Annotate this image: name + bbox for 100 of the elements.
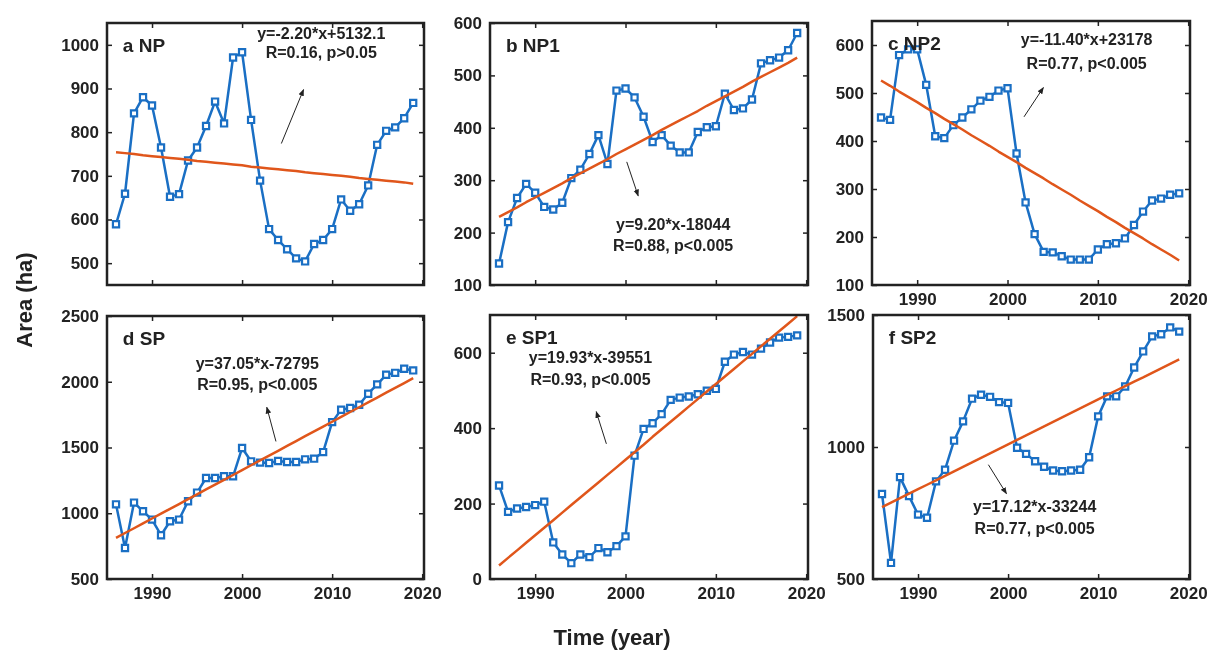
- y-tick-label: 1500: [827, 305, 865, 325]
- point: [264, 458, 274, 468]
- y-tick-label: 2000: [61, 372, 99, 392]
- point: [792, 28, 802, 38]
- point: [922, 513, 932, 522]
- y-tick-label: 100: [835, 275, 864, 295]
- point: [931, 132, 940, 141]
- point: [372, 140, 382, 150]
- point: [711, 122, 721, 131]
- point: [976, 96, 985, 105]
- point: [210, 473, 220, 483]
- y-tick-label: 500: [70, 254, 99, 274]
- y-tick-label: 400: [453, 118, 482, 138]
- point: [1030, 229, 1039, 239]
- point: [192, 143, 202, 152]
- y-tick-label: 500: [835, 83, 864, 103]
- point: [1156, 194, 1166, 203]
- point: [985, 92, 994, 102]
- point: [512, 504, 522, 513]
- y-tick-label: 700: [70, 166, 99, 186]
- point: [363, 181, 373, 190]
- point: [558, 198, 567, 207]
- y-tick-label: 300: [453, 171, 482, 191]
- point: [400, 114, 409, 123]
- point: [549, 205, 558, 214]
- point: [657, 130, 666, 140]
- point: [129, 109, 139, 118]
- point: [603, 548, 612, 557]
- point: [967, 394, 977, 403]
- point: [273, 235, 283, 245]
- y-tick-label: 200: [453, 223, 482, 243]
- point: [201, 121, 211, 131]
- x-tick-label: 2000: [223, 584, 262, 604]
- annotation: R=0.95, p<0.005: [197, 375, 318, 393]
- annotation: y=-2.20*x+5132.1: [257, 24, 386, 42]
- x-tick-label: 1990: [133, 584, 172, 604]
- annotation: y=19.93*x-39551: [528, 348, 653, 366]
- x-tick-label: 2020: [787, 584, 826, 604]
- point: [895, 472, 905, 482]
- point: [219, 119, 229, 128]
- point: [958, 113, 967, 122]
- point: [1093, 412, 1103, 421]
- x-tick-label: 2010: [313, 584, 352, 604]
- x-tick-label: 1990: [899, 584, 938, 604]
- point: [877, 489, 887, 499]
- point: [300, 455, 310, 464]
- point: [1111, 239, 1121, 248]
- point: [783, 46, 793, 55]
- point: [1021, 198, 1030, 207]
- point: [684, 148, 693, 157]
- y-tick-label: 600: [453, 343, 482, 363]
- point: [1084, 255, 1093, 264]
- point: [1147, 332, 1157, 341]
- point: [372, 380, 382, 389]
- point: [1102, 240, 1112, 249]
- text: f SP2: [888, 327, 937, 349]
- point: [327, 224, 337, 234]
- text: c NP2: [887, 33, 941, 55]
- point: [1075, 465, 1085, 474]
- point: [558, 550, 567, 559]
- annotation: R=0.77, p<0.005: [1026, 54, 1147, 72]
- point: [549, 538, 558, 547]
- point: [381, 126, 391, 136]
- point: [738, 347, 748, 357]
- y-axis-title: Area (ha): [12, 252, 37, 348]
- point: [129, 498, 139, 507]
- point: [1057, 467, 1067, 476]
- point: [675, 393, 684, 402]
- y-tick-label: 600: [835, 35, 864, 55]
- point: [675, 148, 684, 157]
- x-tick-label: 1990: [516, 584, 555, 604]
- point: [138, 93, 148, 102]
- point: [738, 104, 748, 113]
- point: [1003, 84, 1012, 93]
- annotation: y=17.12*x-33244: [973, 497, 1097, 515]
- point: [765, 56, 775, 65]
- point: [345, 206, 355, 215]
- y-tick-label: 500: [836, 569, 865, 589]
- point: [567, 558, 576, 568]
- point: [1030, 457, 1040, 466]
- x-tick-label: 2000: [607, 584, 645, 604]
- y-tick-label: 100: [453, 275, 482, 295]
- point: [958, 417, 968, 426]
- point: [512, 193, 522, 203]
- x-tick-label: 2020: [1169, 290, 1208, 310]
- point: [1012, 443, 1022, 452]
- point: [1147, 196, 1157, 205]
- point: [1039, 247, 1048, 257]
- point: [693, 127, 702, 137]
- point: [885, 115, 895, 125]
- point: [585, 552, 594, 562]
- line-series: [114, 151, 415, 185]
- annotation: y=-11.40*x+23178: [1020, 30, 1153, 48]
- y-tick-label: 200: [835, 227, 864, 247]
- point: [913, 510, 923, 519]
- point: [1111, 392, 1121, 401]
- point: [666, 141, 675, 150]
- point: [336, 405, 346, 414]
- point: [585, 149, 594, 159]
- point: [309, 239, 319, 249]
